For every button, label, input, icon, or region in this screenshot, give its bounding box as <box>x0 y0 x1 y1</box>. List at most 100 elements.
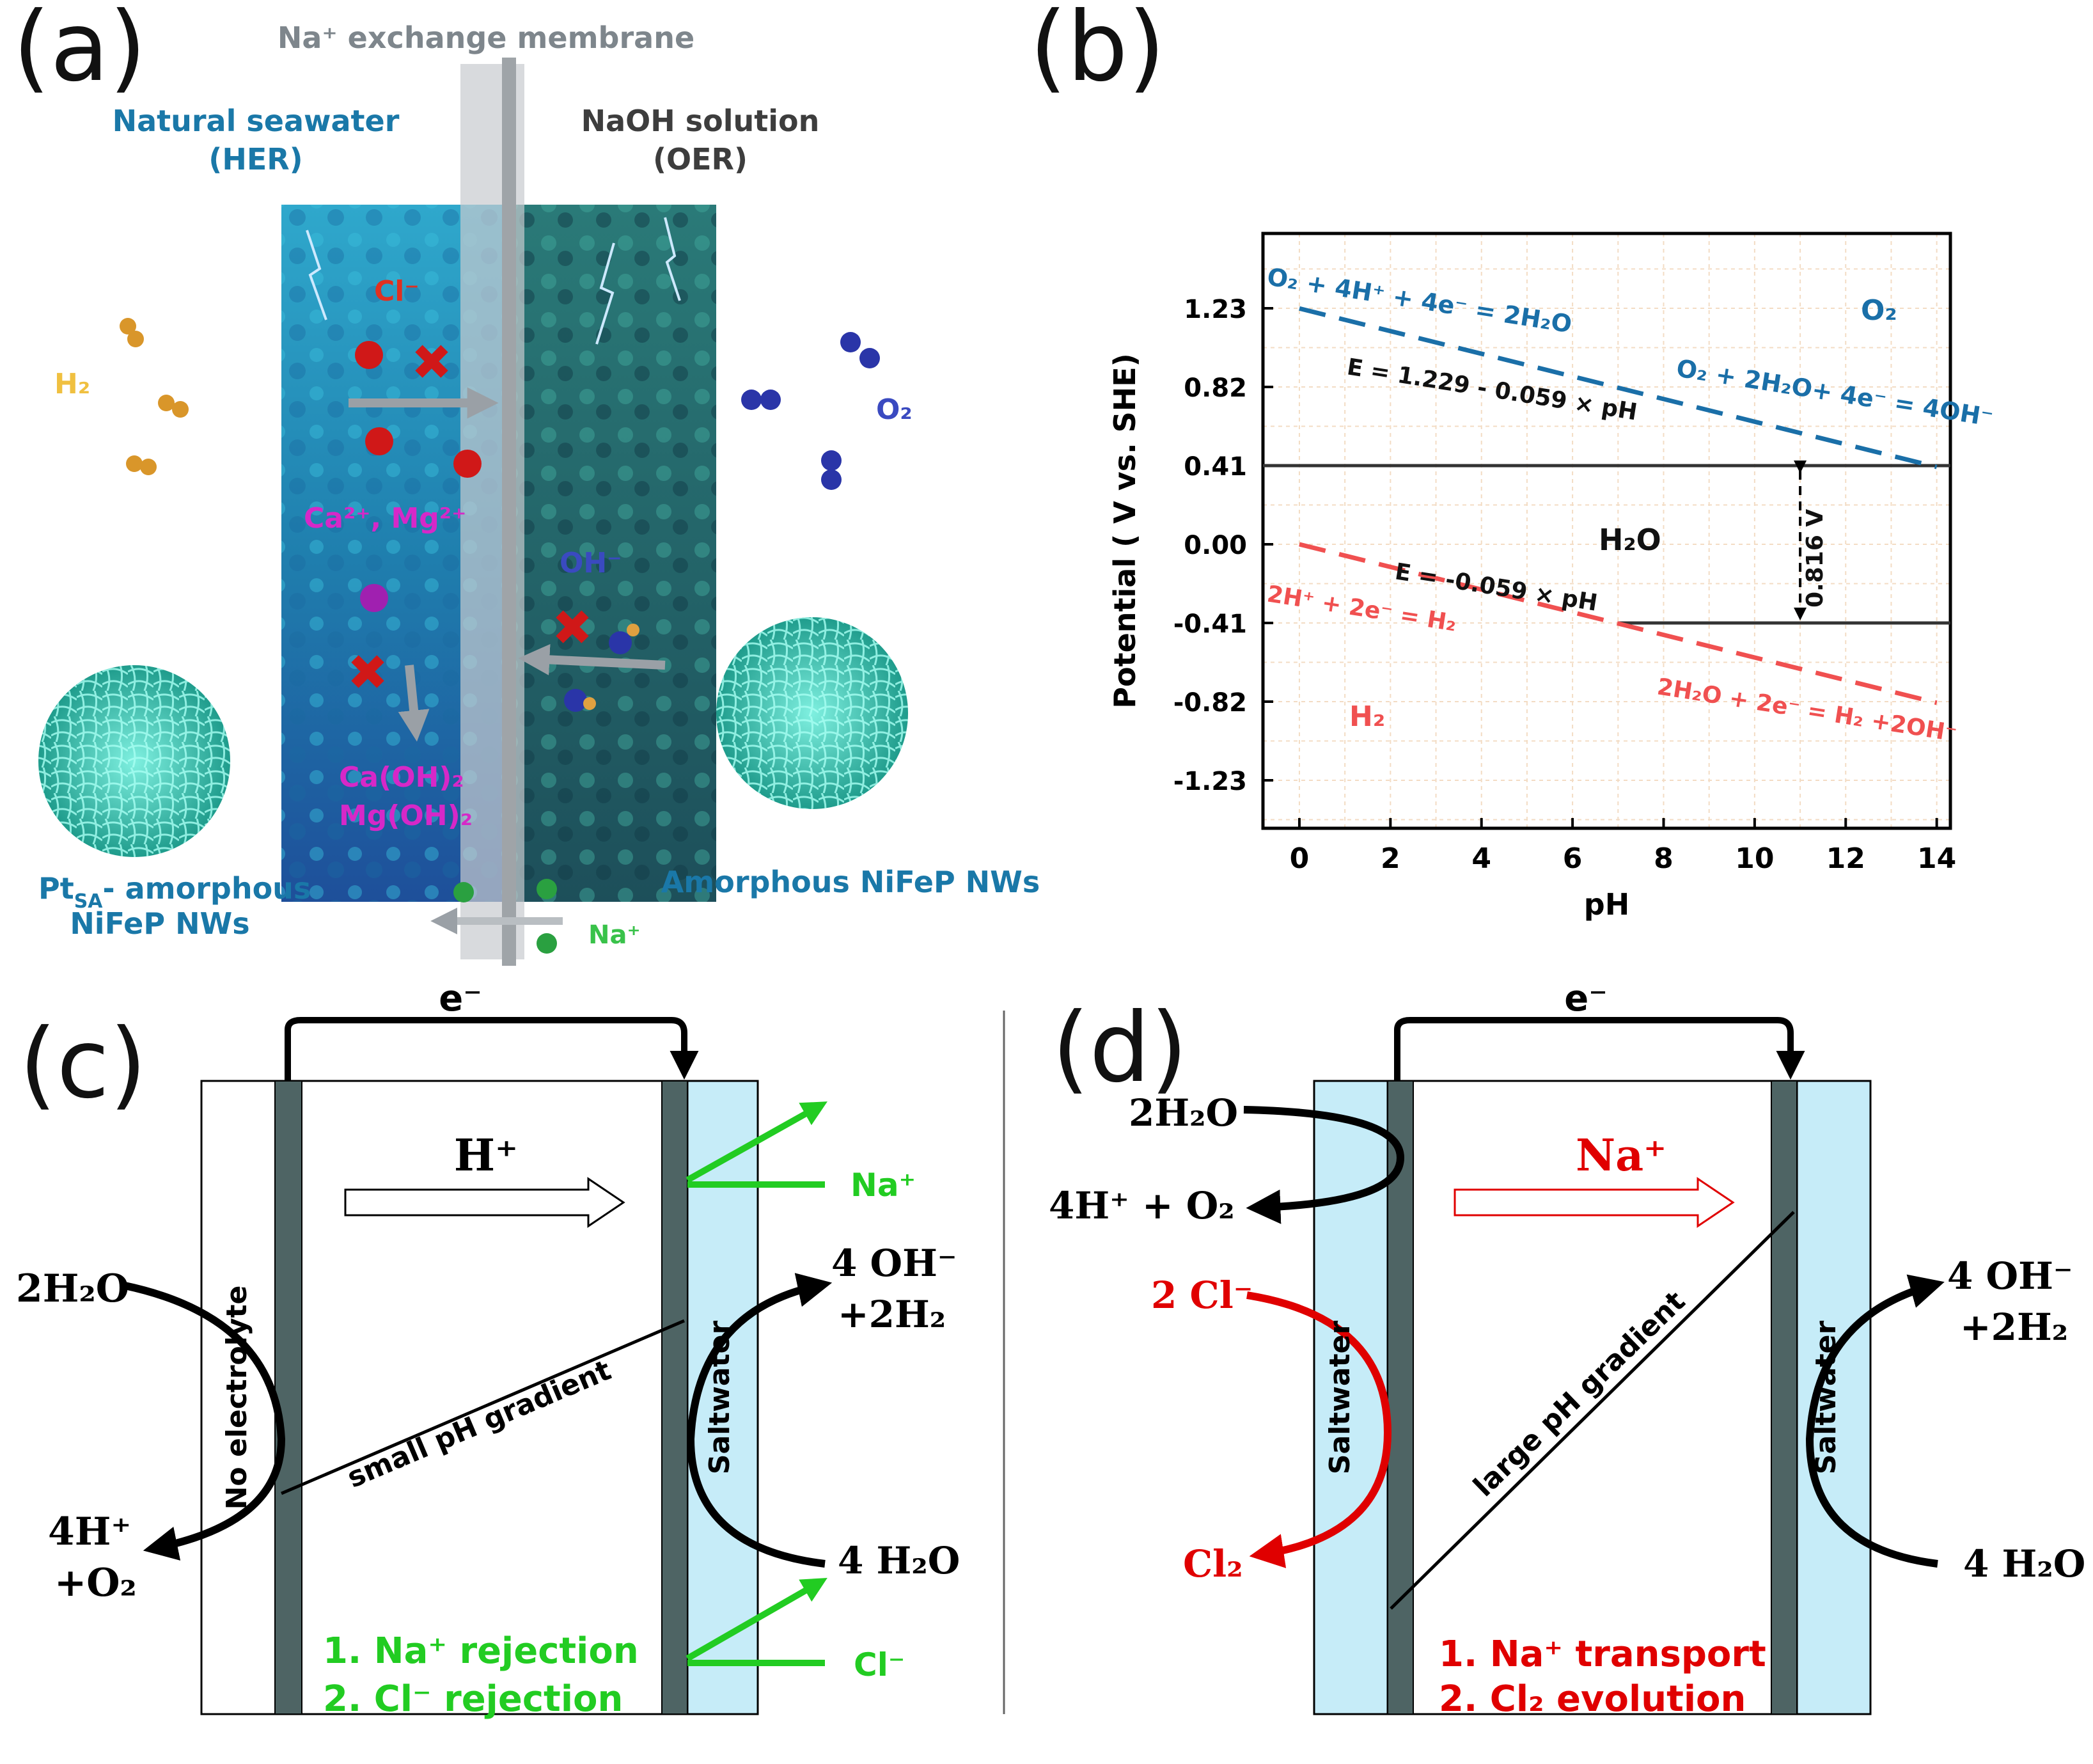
sodium-label-d: Na⁺ <box>1576 1130 1666 1181</box>
mgoh2-label: Mg(OH)₂ <box>339 799 473 832</box>
x-tick-label: 12 <box>1826 842 1865 875</box>
panel-b: (b) 0 2 4 6 8 10 12 14 1.23 0.82 0.41 0.00 -0.41 -0.8… <box>1030 0 1995 922</box>
hydrogen-out-c: +2H₂ <box>838 1293 946 1336</box>
panel-c: (c) e⁻ H⁺ Na⁺ Cl⁻ 2H₂O 4H⁺ +O₂ No electr… <box>16 978 960 1720</box>
nifep-wires <box>716 617 908 809</box>
y-axis-label: Potential ( V vs. SHE) <box>1108 353 1142 708</box>
cross-icon-2 <box>351 655 384 688</box>
series-line <box>1299 306 1938 469</box>
hydroxide-out-d: 4 OH⁻ <box>1947 1254 2073 1298</box>
x-tick-label: 4 <box>1471 842 1491 875</box>
x-tick-label: 8 <box>1654 842 1674 875</box>
pt-catalyst-label: PtSA- amorphous <box>38 871 311 913</box>
caoh2-label: Ca(OH)₂ <box>339 761 464 794</box>
pt-catalyst-label-2: NiFeP NWs <box>70 906 249 941</box>
right-chamber-label-d: Saltwater <box>1810 1321 1842 1475</box>
ca-ion-icon <box>360 584 388 612</box>
annotation-gap: 0.816 V <box>1802 509 1828 608</box>
x-tick-label: 2 <box>1381 842 1400 875</box>
anode-c <box>274 1080 302 1715</box>
oh-ions-icon <box>564 624 639 712</box>
left-chamber-label-c: No electrolyte <box>221 1286 253 1510</box>
ca-mg-label: Ca²⁺, Mg²⁺ <box>304 502 466 535</box>
proton-label: H⁺ <box>454 1130 518 1181</box>
pourbaix-chart: 0 2 4 6 8 10 12 14 1.23 0.82 0.41 0.00 -0.41 -0.82 -1.… <box>1108 232 1995 922</box>
cross-icon-3 <box>556 610 589 643</box>
sodium-arrow <box>1454 1177 1735 1228</box>
panel-a: (a) Na⁺ exchange membrane Natural seawat… <box>13 0 1040 966</box>
her-arrow-d <box>1805 1274 1945 1568</box>
oer-arrow-d <box>1243 1106 1405 1224</box>
oh-label: OH⁻ <box>560 547 622 579</box>
chloride-in-d: 2 Cl⁻ <box>1151 1273 1253 1317</box>
x-tick-label: 14 <box>1917 842 1956 875</box>
water-in-right-d: 4 H₂O <box>1963 1542 2085 1586</box>
y-tick-label: 1.23 <box>1184 295 1247 324</box>
electron-label-d: e⁻ <box>1564 978 1608 1020</box>
cl-label: Cl⁻ <box>374 275 419 308</box>
pt-nifep-wires <box>38 665 230 857</box>
chlorine-arrow-d <box>1246 1291 1392 1568</box>
x-axis-label: pH <box>1584 887 1629 922</box>
na-reject-arrow <box>686 1101 827 1183</box>
seawater-title: Natural seawater <box>113 104 400 138</box>
na-ions-icon <box>453 879 557 954</box>
proton-out-c: 4H⁺ <box>48 1509 131 1554</box>
note-2-c: 2. Cl⁻ rejection <box>323 1678 623 1720</box>
cathode-d <box>1771 1080 1798 1715</box>
naoh-title: NaOH solution <box>581 104 820 138</box>
cl-reject-arrow <box>686 1578 827 1662</box>
x-tick-label: 6 <box>1563 842 1583 875</box>
note-2-d: 2. Cl₂ evolution <box>1439 1678 1746 1720</box>
nifep-catalyst-label: Amorphous NiFeP NWs <box>661 865 1040 899</box>
o2-label: O₂ <box>876 393 913 426</box>
plot-frame <box>1261 232 1952 830</box>
panel-label-a: (a) <box>13 0 146 103</box>
note-1-c: 1. Na⁺ rejection <box>323 1630 639 1672</box>
oh-block-arrow <box>518 643 666 675</box>
water-in-right-c: 4 H₂O <box>838 1539 960 1582</box>
gradient-line-d <box>1390 1211 1795 1610</box>
precip-arrow <box>398 665 430 742</box>
note-1-d: 1. Na⁺ transport <box>1439 1634 1766 1675</box>
panel-label-b: (b) <box>1030 0 1165 103</box>
y-tick-label: 0.00 <box>1184 531 1247 560</box>
electron-label-c: e⁻ <box>439 978 482 1020</box>
electron-path-c <box>285 1017 699 1081</box>
na-label-c: Na⁺ <box>851 1167 916 1204</box>
oer-arrow-c <box>123 1282 286 1561</box>
cl-ions-icon <box>355 341 482 478</box>
gradient-line-c <box>281 1319 685 1495</box>
series-line <box>1299 542 1938 705</box>
x-tick-label: 10 <box>1735 842 1774 875</box>
naoh-texture <box>512 205 716 902</box>
h2-molecules-icon <box>120 318 189 475</box>
naoh-subtitle: (OER) <box>653 142 748 177</box>
annotation-o2-region: O₂ <box>1861 294 1897 327</box>
panel-label-c: (c) <box>19 1009 147 1120</box>
membrane-rod <box>502 58 516 966</box>
x-tick-label: 0 <box>1290 842 1310 875</box>
cl-label-c: Cl⁻ <box>854 1646 905 1683</box>
panel-d: (d) e⁻ Na⁺ 2H₂O 4H⁺ + O₂ 2 Cl⁻ Cl₂ Saltw… <box>1049 978 2085 1720</box>
seawater-subtitle: (HER) <box>208 142 302 177</box>
left-chamber-label-d: Saltwater <box>1324 1321 1356 1475</box>
cathode-c <box>661 1080 688 1715</box>
o2-molecules-icon <box>741 332 880 490</box>
oer-products-d: 4H⁺ + O₂ <box>1049 1184 1235 1227</box>
water-in-left-d: 2H₂O <box>1129 1091 1238 1135</box>
y-tick-label: -0.82 <box>1173 688 1247 718</box>
water-in-left-c: 2H₂O <box>16 1266 129 1311</box>
na-label: Na⁺ <box>588 920 641 950</box>
right-chamber-label-c: Saltwater <box>703 1321 736 1475</box>
y-tick-label: 0.82 <box>1184 374 1247 403</box>
y-tick-label: 0.41 <box>1184 452 1247 482</box>
panel-label-d: (d) <box>1052 993 1188 1104</box>
y-tick-label: -1.23 <box>1173 767 1247 796</box>
saltwater-chamber-d-right <box>1796 1080 1872 1715</box>
hydrogen-out-d: +2H₂ <box>1960 1305 2068 1349</box>
annotation-h2o-region: H₂O <box>1599 523 1661 557</box>
lightning-icon <box>306 217 681 345</box>
h2-label: H₂ <box>54 368 90 400</box>
